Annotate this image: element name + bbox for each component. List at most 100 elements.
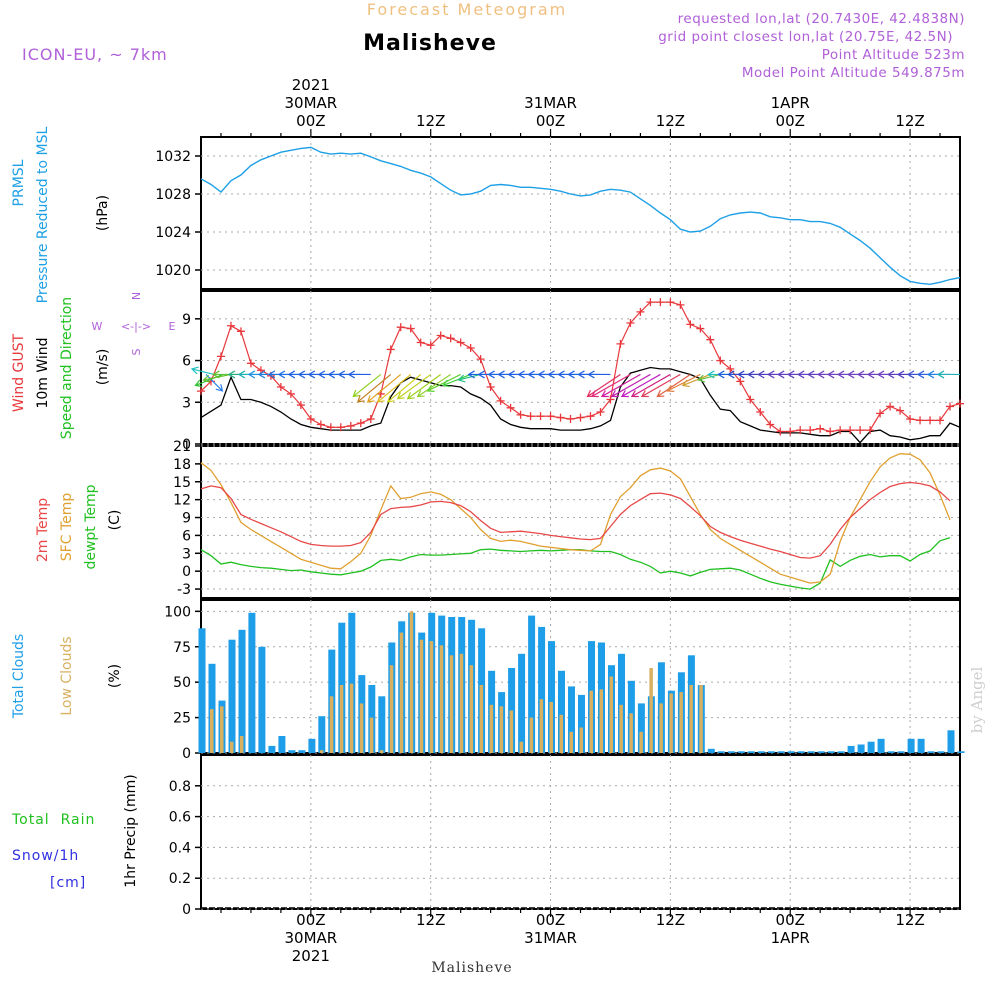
panel-pressure: 1020 1024 1028 1032: [155, 136, 961, 290]
gust-marker: [876, 409, 885, 418]
gust-marker: [436, 331, 445, 340]
gust-marker: [656, 298, 665, 307]
gust-marker: [197, 387, 205, 396]
wind-vector: [457, 373, 481, 383]
gust-marker: [226, 321, 235, 330]
wind-vector: [386, 373, 422, 403]
low-cloud-bar: [439, 645, 444, 753]
t2m-label: 2m Temp: [35, 498, 51, 562]
low-cloud-bar: [389, 665, 394, 753]
pressure-line: [200, 146, 961, 286]
total-cloud-bar: [538, 626, 546, 753]
gust-marker: [456, 338, 465, 347]
low-cloud-bar: [669, 693, 673, 753]
gust-marker: [286, 389, 295, 398]
wind10-line: [200, 366, 961, 444]
pressure-ytick-label: 1028: [155, 187, 191, 203]
low-cloud-bar: [429, 641, 434, 753]
low-cloud-bar: [479, 685, 484, 753]
gust-marker: [326, 423, 335, 432]
gust-marker: [906, 414, 915, 423]
low-cloud-bar: [689, 685, 693, 753]
wind-vector: [356, 373, 392, 403]
gust-marker: [216, 352, 225, 361]
total-cloud-bar: [807, 751, 815, 753]
total-cloud-bar: [268, 745, 276, 753]
pressure-ytick-label: 1024: [155, 225, 191, 241]
bottom-time-label: 31MAR: [524, 929, 577, 947]
temperature-ytick-label: 3: [182, 546, 191, 562]
top-time-label: 30MAR: [284, 94, 337, 112]
temp-labels: 2m Temp SFC Temp dewpt Temp (C): [35, 484, 123, 569]
temperature-ytick-label: 9: [182, 511, 191, 527]
gust-marker: [846, 426, 855, 435]
low-cloud-bar: [699, 685, 703, 753]
low-cloud-bar: [349, 683, 354, 753]
total-cloud-bar: [208, 663, 216, 754]
temperature-series: [200, 453, 951, 590]
gust-marker: [236, 327, 245, 336]
total-cloud-bar: [727, 751, 735, 753]
wind-vector: [681, 373, 711, 388]
gust-marker: [956, 399, 964, 408]
bottom-time-label: 2021: [292, 947, 330, 965]
low-cloud-bar: [210, 709, 214, 753]
total-cloud-bar: [947, 730, 955, 753]
wind-vector: [697, 373, 721, 383]
gust-marker: [786, 427, 795, 436]
total-cloud-bar: [518, 653, 526, 753]
clouds-series: [198, 611, 965, 754]
total-cloud-bar: [318, 716, 326, 753]
wind-vector: [666, 373, 701, 393]
total-cloud-bar: [707, 748, 715, 754]
low-cloud-bar: [619, 704, 623, 753]
gust-marker: [626, 318, 635, 327]
gust-marker: [666, 298, 675, 307]
temperature-ytick-label: -3: [177, 582, 191, 598]
t2m-line: [200, 481, 951, 559]
low-cloud-bar: [319, 750, 324, 753]
gust-marker: [916, 416, 925, 425]
gust-marker: [646, 298, 655, 307]
gust-marker: [926, 416, 935, 425]
gust-marker: [296, 401, 305, 410]
gust-marker: [816, 424, 825, 433]
total-cloud-bar: [867, 741, 875, 753]
temperature-ytick-label: 6: [182, 528, 191, 544]
panels-group: 10201024102810320369-3036912151821025507…: [155, 136, 965, 918]
total-cloud-bar: [248, 612, 256, 754]
bottom-time-label: 1APR: [771, 929, 810, 947]
low-cloud-bar: [659, 703, 663, 753]
gust-marker: [896, 406, 905, 415]
wind-labels: Wind GUST 10m Wind Speed and Direction (…: [11, 292, 176, 439]
gust-marker: [586, 412, 595, 421]
bottom-time-label: 12Z: [416, 911, 445, 929]
total-cloud-bar: [767, 751, 775, 753]
total-cloud-bar: [877, 738, 885, 753]
requested-coords: requested lon,lat (20.7430E, 42.4838N): [678, 11, 965, 27]
wind-dir-label: Speed and Direction: [59, 297, 75, 439]
total-cloud-bar: [817, 751, 825, 753]
footer-location: Malisheve: [431, 960, 512, 976]
grid-point-coords: grid point closest lon,lat (20.75E, 42.5…: [658, 29, 953, 45]
low-cloud-bar: [649, 668, 653, 753]
gust-marker: [416, 338, 425, 347]
total-cloud-bar: [238, 629, 246, 754]
gust-marker: [946, 402, 955, 411]
gust-marker: [696, 324, 705, 333]
low-cloud-bar: [679, 692, 683, 753]
total-cloud-bar: [827, 751, 835, 753]
total-cloud-bar: [558, 670, 565, 753]
gust-marker: [756, 408, 765, 417]
gust-marker: [476, 355, 485, 364]
low-cloud-bar: [519, 741, 524, 753]
top-time-label: 2021: [292, 76, 330, 94]
bottom-time-label: 00Z: [776, 911, 805, 929]
bottom-time-label: 00Z: [296, 911, 325, 929]
temp-unit: (C): [107, 510, 123, 531]
dewpt-label: dewpt Temp: [83, 484, 99, 569]
gust-marker: [566, 414, 575, 423]
gust-marker: [736, 377, 745, 386]
precip-ytick-label: 0.4: [169, 840, 191, 856]
